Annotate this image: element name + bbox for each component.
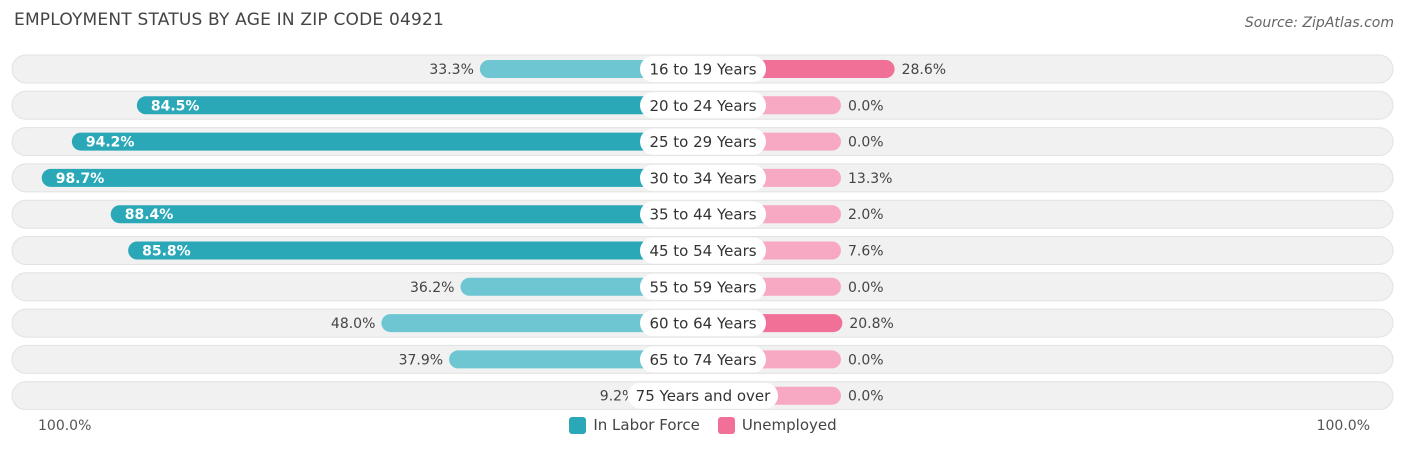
- category-label: 20 to 24 Years: [649, 97, 756, 115]
- labor-bar: [110, 205, 704, 224]
- labor-value-label: 36.2%: [410, 280, 454, 296]
- category-pill: [640, 128, 766, 155]
- axis-right-label: 100.0%: [1316, 418, 1370, 434]
- chart-source: Source: ZipAtlas.com: [1244, 15, 1394, 31]
- unemployed-value-label: 20.8%: [849, 316, 893, 332]
- labor-bar: [381, 314, 703, 333]
- unemployed-value-label: 0.0%: [848, 135, 884, 151]
- labor-value-label: 98.7%: [56, 171, 105, 187]
- unemployed-value-label: 28.6%: [902, 62, 946, 78]
- labor-bar: [128, 241, 703, 260]
- legend: In Labor Force Unemployed: [0, 416, 1406, 434]
- category-pill: [640, 201, 766, 228]
- legend-label-labor: In Labor Force: [593, 416, 700, 434]
- labor-bar: [449, 350, 703, 369]
- labor-value-label: 37.9%: [399, 352, 443, 368]
- labor-value-label: 94.2%: [86, 135, 135, 151]
- category-pill: [640, 164, 766, 191]
- category-pill: [628, 382, 778, 409]
- labor-bar: [71, 132, 704, 151]
- unemployed-value-label: 0.0%: [848, 98, 884, 114]
- axis-left-label: 100.0%: [38, 418, 92, 434]
- labor-value-label: 48.0%: [331, 316, 375, 332]
- chart-area: 33.3% 28.6% 16 to 19 Years 84.5% 0.0% 20 to 2…: [11, 54, 1394, 410]
- category-pill: [640, 273, 766, 300]
- unemployed-value-label: 2.0%: [848, 207, 884, 223]
- category-label: 16 to 19 Years: [649, 61, 756, 79]
- category-pill: [640, 237, 766, 264]
- category-pill: [640, 346, 766, 373]
- labor-bar: [136, 96, 704, 115]
- legend-item-labor[interactable]: In Labor Force: [569, 416, 700, 434]
- category-label: 60 to 64 Years: [649, 315, 756, 333]
- unemployed-value-label: 0.0%: [848, 352, 884, 368]
- labor-value-label: 33.3%: [429, 62, 473, 78]
- category-label: 35 to 44 Years: [649, 206, 756, 224]
- unemployed-value-label: 0.0%: [848, 389, 884, 405]
- unemployed-value-label: 13.3%: [848, 171, 892, 187]
- legend-swatch-unemployed: [717, 416, 735, 434]
- unemployed-value-label: 7.6%: [848, 244, 884, 260]
- category-pill: [640, 310, 766, 337]
- category-label: 25 to 29 Years: [649, 133, 756, 151]
- legend-label-unemployed: Unemployed: [741, 416, 837, 434]
- labor-value-label: 85.8%: [142, 244, 191, 260]
- category-label: 65 to 74 Years: [649, 351, 756, 369]
- category-pill: [640, 56, 766, 82]
- category-pill: [640, 92, 766, 119]
- category-label: 30 to 34 Years: [649, 169, 756, 187]
- labor-value-label: 9.2%: [600, 389, 636, 405]
- category-label: 45 to 54 Years: [649, 242, 756, 260]
- legend-item-unemployed[interactable]: Unemployed: [717, 416, 837, 434]
- labor-bar: [41, 168, 703, 187]
- legend-swatch-labor: [569, 416, 587, 434]
- unemployed-value-label: 0.0%: [848, 280, 884, 296]
- labor-value-label: 88.4%: [125, 207, 174, 223]
- labor-value-label: 84.5%: [151, 98, 200, 114]
- category-label: 55 to 59 Years: [649, 278, 756, 296]
- category-label: 75 Years and over: [636, 387, 771, 405]
- chart-title: EMPLOYMENT STATUS BY AGE IN ZIP CODE 049…: [14, 10, 445, 30]
